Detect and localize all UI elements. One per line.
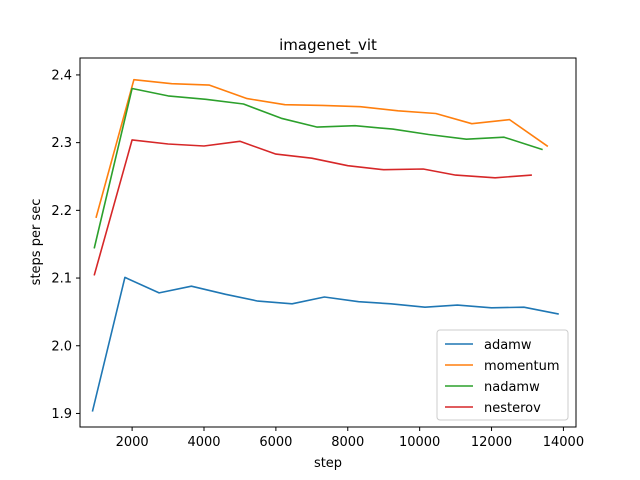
x-tick-label: 6000 (259, 435, 292, 450)
series-line-adamw (91, 276, 559, 412)
chart-title: imagenet_vit (279, 36, 377, 55)
plot-frame (79, 57, 577, 428)
x-axis-title: step (314, 456, 342, 471)
x-tick-label: 2000 (116, 435, 149, 450)
y-tick-label: 2.0 (51, 339, 72, 354)
x-tick-label: 12000 (471, 435, 512, 450)
legend-label-nadamw: nadamw (484, 380, 540, 395)
y-tick-label: 2.4 (51, 68, 72, 83)
series-line-nadamw (93, 87, 543, 249)
y-axis: 1.9 2.0 2.1 2.2 2.3 2.4 (51, 68, 80, 422)
legend-label-momentum: momentum (484, 359, 560, 374)
y-tick-label: 2.2 (51, 204, 72, 219)
x-axis: 2000 4000 6000 8000 10000 12000 14000 (116, 427, 584, 450)
y-tick-label: 2.1 (51, 272, 72, 287)
legend-label-adamw: adamw (484, 338, 532, 353)
legend: adamw momentum nadamw nesterov (436, 329, 569, 421)
y-tick-label: 1.9 (51, 407, 72, 422)
x-tick-label: 14000 (543, 435, 584, 450)
x-tick-label: 8000 (331, 435, 364, 450)
series-line-nesterov (93, 139, 532, 276)
legend-box (436, 329, 569, 421)
y-tick-label: 2.3 (51, 136, 72, 151)
y-axis-title: steps per sec (29, 199, 44, 286)
x-tick-label: 10000 (399, 435, 440, 450)
series-line-momentum (95, 78, 549, 219)
plot-lines (91, 78, 559, 412)
x-tick-label: 4000 (187, 435, 220, 450)
legend-label-nesterov: nesterov (484, 401, 541, 416)
